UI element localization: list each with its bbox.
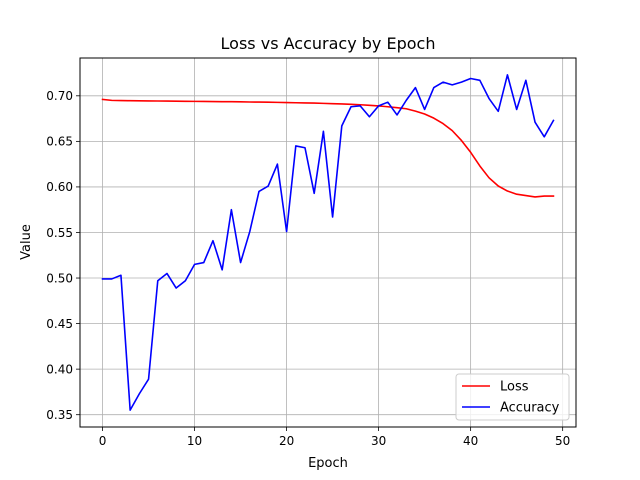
x-tick-label: 30 xyxy=(371,434,386,448)
plot-frame xyxy=(79,57,577,428)
x-tick-label: 40 xyxy=(463,434,478,448)
x-tick-label: 50 xyxy=(555,434,570,448)
y-tick-label: 0.45 xyxy=(46,317,73,331)
y-tick-label: 0.35 xyxy=(46,408,73,422)
y-tick-label: 0.50 xyxy=(46,271,73,285)
legend: Loss Accuracy xyxy=(455,373,570,421)
legend-label-loss: Loss xyxy=(500,380,529,395)
series-lines xyxy=(101,74,555,411)
y-axis: 0.35 0.40 0.45 0.50 0.55 0.60 0.65 0.70 xyxy=(46,89,80,422)
series-line-loss xyxy=(101,98,555,198)
y-tick-label: 0.40 xyxy=(46,362,73,376)
grid-lines xyxy=(80,58,576,427)
y-axis-label: Value xyxy=(19,224,34,260)
series-line-accuracy xyxy=(101,74,555,411)
y-tick-label: 0.70 xyxy=(46,89,73,103)
x-tick-label: 20 xyxy=(279,434,294,448)
x-tick-label: 0 xyxy=(99,434,107,448)
y-tick-label: 0.65 xyxy=(46,135,73,149)
y-tick-label: 0.55 xyxy=(46,226,73,240)
x-tick-label: 10 xyxy=(187,434,202,448)
chart-title: Loss vs Accuracy by Epoch xyxy=(221,34,436,53)
x-axis: 0 10 20 30 40 50 xyxy=(99,427,570,448)
x-axis-label: Epoch xyxy=(308,456,348,471)
legend-label-accuracy: Accuracy xyxy=(500,401,560,416)
y-tick-label: 0.60 xyxy=(46,180,73,194)
